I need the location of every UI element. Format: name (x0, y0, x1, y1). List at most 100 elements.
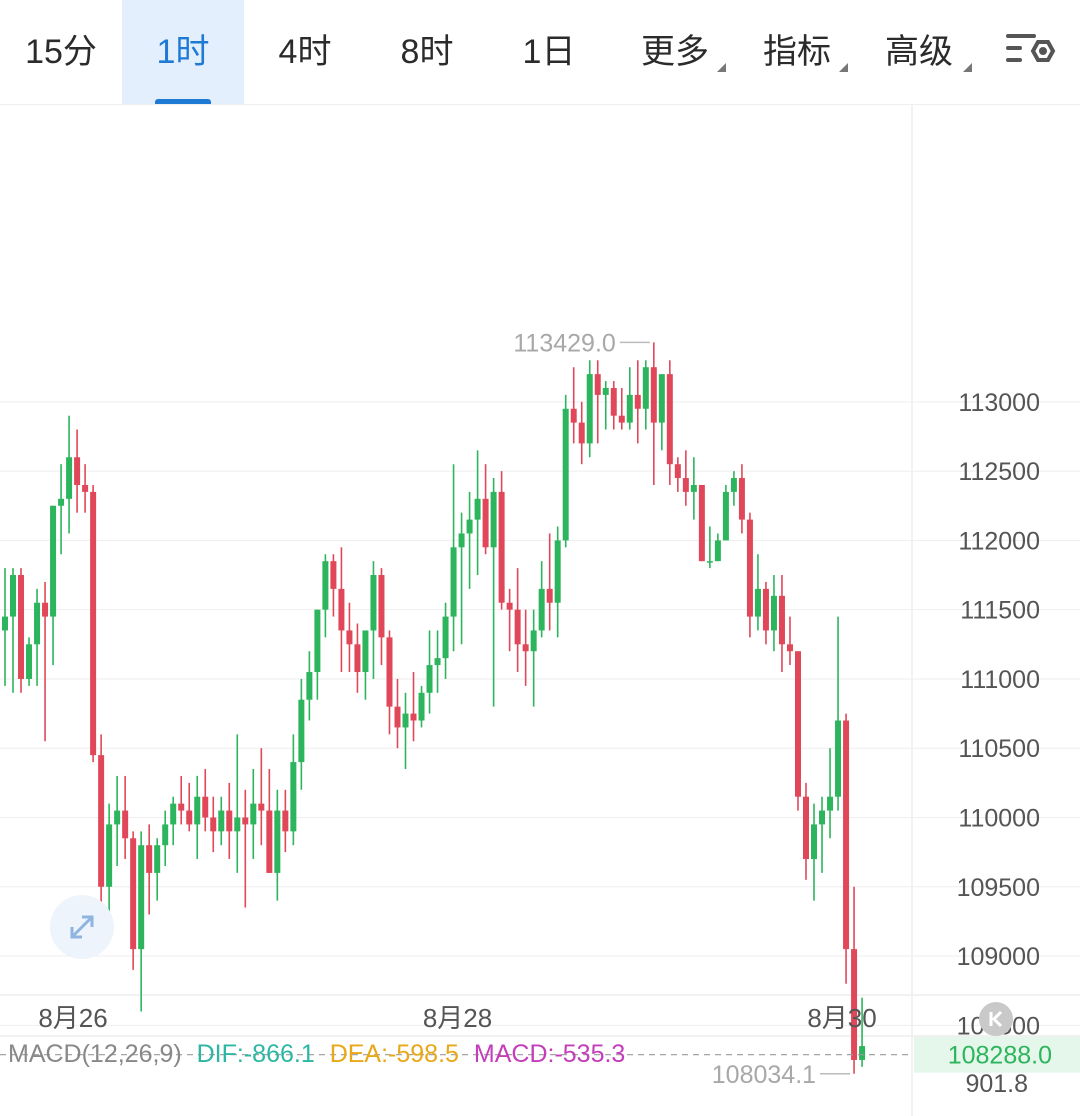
candle-body (586, 374, 593, 444)
candle (562, 394, 569, 548)
candle-body (522, 644, 529, 652)
candle-body (258, 803, 265, 811)
candle-body (114, 810, 121, 825)
candle-body (546, 588, 553, 603)
tab-1d[interactable]: 1日 (522, 33, 576, 71)
candle-body (146, 845, 153, 873)
candle-body (290, 762, 297, 832)
candle-body (482, 498, 489, 548)
price-chart[interactable]: 1085001090001095001100001105001110001115… (0, 105, 1080, 1116)
candle-body (562, 408, 569, 541)
candle (434, 630, 441, 693)
candle (570, 367, 577, 444)
chart-settings-icon[interactable] (1000, 26, 1060, 78)
candle-body (346, 630, 353, 645)
candle (370, 561, 377, 679)
candle (138, 831, 145, 1012)
tab-4h[interactable]: 4时 (278, 33, 332, 71)
tab-indicators[interactable]: 指标 (742, 0, 852, 104)
candle (418, 685, 425, 728)
candle (10, 568, 17, 693)
interval-tab-bar: 15分 1时 4时 8时 1日 更多 指标 高级 (0, 0, 1080, 105)
last-price-tag (914, 1036, 1080, 1073)
price-tick-label: 109500 (957, 874, 1040, 902)
candle (706, 526, 713, 569)
tab-advanced-label: 高级 (885, 33, 953, 71)
candle (122, 775, 129, 860)
candle-body (34, 602, 41, 645)
tab-more[interactable]: 更多 (620, 0, 730, 104)
candle (58, 464, 65, 555)
candle-body (218, 810, 225, 832)
candle (682, 450, 689, 506)
candle (498, 471, 505, 610)
tab-indicators-label: 指标 (763, 33, 831, 71)
candle (530, 609, 537, 707)
candle-body (754, 588, 761, 617)
tab-8h[interactable]: 8时 (400, 33, 454, 71)
candle-body (330, 561, 337, 589)
price-tick-label: 109000 (957, 943, 1040, 971)
candle-body (450, 547, 457, 617)
candle (642, 360, 649, 430)
high-price-label: 113429.0 (513, 329, 615, 357)
dropdown-triangle-icon (963, 63, 972, 72)
candle-body (698, 484, 705, 562)
candle-body (2, 616, 8, 631)
candle (458, 512, 465, 645)
tab-advanced[interactable]: 高级 (864, 0, 974, 104)
candle (738, 464, 745, 534)
candle-body (714, 540, 721, 562)
candle (851, 886, 858, 1074)
chart-grid (0, 105, 1080, 1116)
candle-body (386, 637, 393, 707)
candle (322, 554, 329, 638)
price-tick-label: 111500 (960, 597, 1040, 625)
candle (602, 381, 609, 430)
candle-body (794, 651, 801, 797)
expand-chart-button[interactable] (50, 895, 114, 959)
candle (330, 554, 337, 617)
candle (2, 568, 8, 686)
candle-body (843, 720, 850, 950)
macd-dea: DEA:-598.5 (329, 1040, 459, 1068)
candle-body (658, 374, 665, 423)
candle (410, 672, 417, 742)
candle (210, 796, 217, 853)
candle (786, 616, 793, 666)
candle (482, 464, 489, 555)
time-axis: 8月26 8月28 8月30 (38, 1003, 876, 1033)
candle (338, 547, 345, 673)
candle (859, 997, 866, 1067)
candle-body (170, 803, 177, 825)
candle-body (130, 838, 137, 950)
candle (314, 609, 321, 700)
candle (90, 484, 97, 763)
candle (466, 491, 473, 589)
candle (354, 623, 361, 693)
scroll-to-latest-button[interactable] (979, 1002, 1013, 1036)
candle (778, 575, 785, 673)
candle (194, 775, 201, 860)
candle (98, 734, 105, 915)
tab-1h[interactable]: 1时 (122, 0, 244, 104)
candle-body (490, 491, 497, 548)
candle-body (418, 692, 425, 721)
candle (650, 342, 657, 485)
candle (306, 651, 313, 721)
dropdown-triangle-icon (717, 63, 726, 72)
candle-body (58, 498, 65, 506)
macd-axis-value: 901.8 (965, 1070, 1028, 1098)
tab-15m[interactable]: 15分 (25, 33, 97, 71)
candle-body (506, 602, 513, 610)
candle (514, 568, 521, 673)
candle (803, 782, 809, 880)
candle-body (82, 484, 89, 492)
candle-body (803, 796, 809, 860)
candle-series (2, 342, 866, 1074)
candle-body (442, 616, 449, 659)
candle (714, 533, 721, 562)
candle (538, 561, 545, 638)
macd-legend: MACD(12,26,9) DIF:-866.1 DEA:-598.5 MACD… (8, 1040, 633, 1069)
